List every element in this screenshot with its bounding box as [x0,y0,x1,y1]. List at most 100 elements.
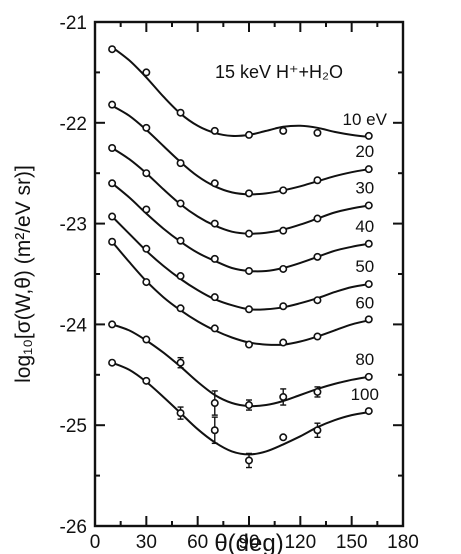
y-tick-label: -22 [60,114,87,135]
series-label: 20 [355,142,374,161]
data-point [279,392,288,401]
y-tick-label: -26 [60,517,87,538]
data-point [210,399,219,408]
data-point [245,189,254,198]
data-point [108,212,117,221]
y-tick-label: -23 [60,215,87,236]
data-point [142,169,151,178]
series-curve [111,323,369,408]
series-0: 10 eV [108,45,388,140]
series-curve [111,147,369,235]
data-point [279,186,288,195]
data-point [176,236,185,245]
data-point [279,433,288,442]
x-tick-label: 0 [90,532,101,553]
data-point [245,401,254,410]
x-tick-label: 60 [187,532,208,553]
data-point [313,128,322,137]
data-point [279,226,288,235]
chart-marks: 10 eV 20 30 40 50 60 80 100 [108,45,388,469]
data-point [245,305,254,314]
data-point [210,426,219,435]
series-6: 80 [108,320,374,416]
series-curve [111,182,369,273]
data-point [364,131,373,140]
x-tick-label: 90 [238,532,259,553]
y-tick-label: -21 [60,13,87,34]
series-label: 50 [355,257,374,276]
data-point [108,358,117,367]
data-point [279,264,288,273]
data-point [142,278,151,287]
data-point [364,372,373,381]
data-point [313,387,322,396]
series-curve [111,241,370,346]
data-point [313,332,322,341]
y-tick-label: -25 [60,416,87,437]
series-curve [111,215,369,311]
data-point [313,426,322,435]
data-point [364,165,373,174]
series-5: 60 [108,237,374,349]
data-point [108,45,117,54]
x-tick-label: 120 [284,532,316,553]
series-curve [111,104,369,196]
data-point [142,376,151,385]
series-3: 40 [108,179,374,275]
data-point [245,130,254,139]
data-point [245,266,254,275]
data-point [313,214,322,223]
data-point [210,126,219,135]
series-curve [111,46,369,138]
axes: 0 30 60 90 120 150 180 -21 -22 -23 -24 -25 -26 [60,13,419,553]
data-point [142,335,151,344]
data-point [279,338,288,347]
data-point [364,239,373,248]
series-label: 100 [351,385,379,404]
data-point [364,315,373,324]
data-point [364,407,373,416]
data-point [108,237,117,246]
chart-annotation: 15 keV H⁺+H₂O [215,62,343,82]
data-point [176,159,185,168]
data-point [176,358,185,367]
data-point [176,304,185,313]
series-label: 10 eV [343,110,388,129]
y-axis-label: log₁₀[σ(W,θ) (m²/eV sr)] [12,165,35,383]
series-label: 80 [355,350,374,369]
data-point [210,219,219,228]
data-point [142,68,151,77]
series-label: 60 [355,293,374,312]
data-point [210,254,219,263]
data-point [176,108,185,117]
data-point [279,302,288,311]
x-axis-label: θ(deg) [214,530,283,554]
data-point [245,456,254,465]
data-point [108,100,117,109]
data-point [108,320,117,329]
x-tick-label: 30 [136,532,157,553]
data-point [279,126,288,135]
data-point [364,201,373,210]
data-point [142,205,151,214]
data-point [364,280,373,289]
data-point [313,176,322,185]
data-point [245,340,254,349]
data-point [142,244,151,253]
series-curve [111,361,369,456]
data-point [245,229,254,238]
data-point [313,252,322,261]
x-tick-label: 180 [387,532,419,553]
data-point [176,272,185,281]
data-point [210,179,219,188]
x-tick-label: 150 [336,532,368,553]
series-7: 100 [108,358,379,469]
y-tick-label: -24 [60,315,88,336]
series-label: 40 [355,217,374,236]
data-point [108,179,117,188]
data-point [210,293,219,302]
series-4: 50 [108,212,374,314]
series-2: 30 [108,144,374,238]
series-1: 20 [108,100,374,198]
